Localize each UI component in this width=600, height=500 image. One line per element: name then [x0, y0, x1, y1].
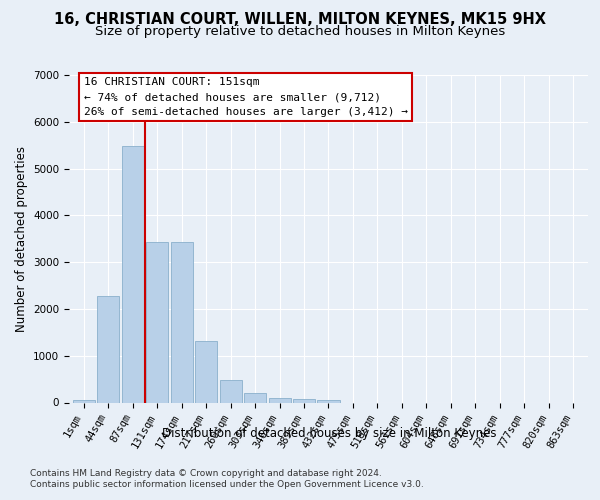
Bar — [146, 242, 168, 402]
Bar — [317, 400, 340, 402]
Bar — [97, 296, 119, 403]
Bar — [293, 399, 315, 402]
Bar — [269, 398, 290, 402]
Y-axis label: Number of detached properties: Number of detached properties — [14, 146, 28, 332]
Bar — [244, 392, 266, 402]
Bar — [195, 341, 217, 402]
Text: 16, CHRISTIAN COURT, WILLEN, MILTON KEYNES, MK15 9HX: 16, CHRISTIAN COURT, WILLEN, MILTON KEYN… — [54, 12, 546, 28]
Bar — [170, 242, 193, 402]
Text: Size of property relative to detached houses in Milton Keynes: Size of property relative to detached ho… — [95, 25, 505, 38]
Bar — [73, 400, 95, 402]
Text: 16 CHRISTIAN COURT: 151sqm
← 74% of detached houses are smaller (9,712)
26% of s: 16 CHRISTIAN COURT: 151sqm ← 74% of deta… — [83, 78, 407, 117]
Text: Contains public sector information licensed under the Open Government Licence v3: Contains public sector information licen… — [30, 480, 424, 489]
Text: Distribution of detached houses by size in Milton Keynes: Distribution of detached houses by size … — [161, 428, 496, 440]
Text: Contains HM Land Registry data © Crown copyright and database right 2024.: Contains HM Land Registry data © Crown c… — [30, 468, 382, 477]
Bar — [122, 146, 143, 403]
Bar — [220, 380, 242, 402]
